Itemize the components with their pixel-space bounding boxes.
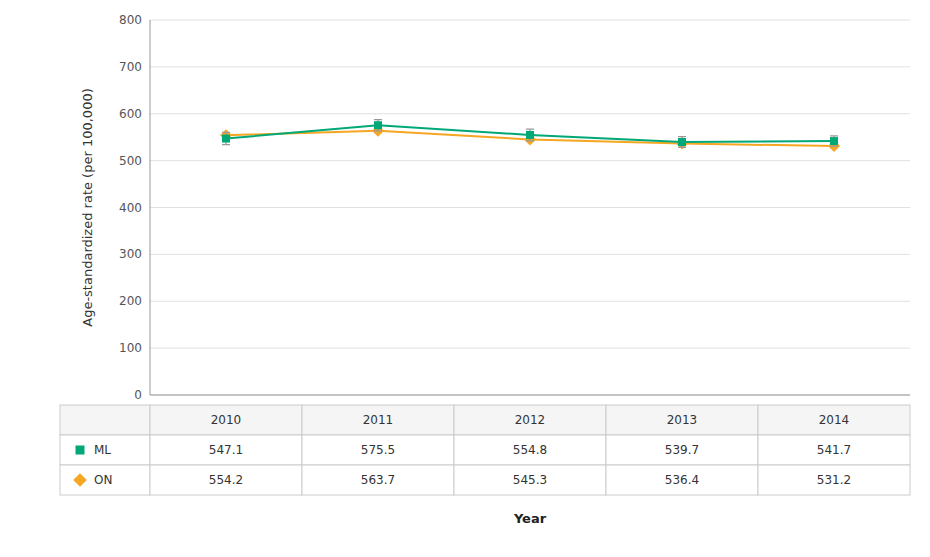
chart: 0 100 200 300 400 500 600 700 800 Age-standardize… [0, 0, 930, 557]
data-label: 531.2 [817, 473, 851, 487]
table-cell [150, 405, 302, 435]
table-cell [150, 465, 302, 495]
table-cell [60, 435, 150, 465]
error-bar [678, 137, 686, 148]
y-tick-label: 600 [119, 107, 142, 121]
table: 2010 2011 2012 2013 2014 ML 547.1 575.5 554.8 539… [60, 405, 910, 495]
y-tick-label: 100 [119, 341, 142, 355]
x-tick-label: 2014 [819, 413, 850, 427]
data-label: 563.7 [361, 473, 395, 487]
table-cell [758, 435, 910, 465]
legend-marker [76, 446, 85, 455]
table-cell [60, 465, 150, 495]
error-bar [374, 120, 382, 131]
table-cell [454, 435, 606, 465]
data-label: 554.2 [209, 473, 243, 487]
legend-label: ML [94, 443, 111, 457]
table-cell [302, 465, 454, 495]
y-axis-label: Age-standardized rate (per 100,000) [80, 88, 95, 326]
error-bar [526, 129, 534, 141]
grid-line [150, 113, 910, 114]
line [226, 125, 834, 142]
y-tick-label: 300 [119, 247, 142, 261]
legend-marker [73, 473, 87, 487]
data-label: 541.7 [817, 443, 851, 457]
point [676, 138, 688, 150]
y-tick-label: 800 [119, 13, 142, 27]
point [374, 121, 382, 129]
table-cell [454, 465, 606, 495]
y-tick-label: 700 [119, 60, 142, 74]
table-cell [606, 465, 758, 495]
table-cell [302, 435, 454, 465]
line [226, 131, 834, 146]
x-axis-label: Year [513, 511, 547, 526]
data-label: 547.1 [209, 443, 243, 457]
data-label: 536.4 [665, 473, 699, 487]
y-axis-line [150, 20, 151, 395]
legend-label: ON [94, 473, 112, 487]
y-tick-label: 400 [119, 201, 142, 215]
x-tick-label: 2010 [211, 413, 242, 427]
grid-line [150, 20, 910, 21]
y-tick-label: 500 [119, 154, 142, 168]
point [526, 131, 534, 139]
error-bar [222, 132, 230, 144]
data-label: 575.5 [361, 443, 395, 457]
grid [150, 20, 910, 395]
data-label: 539.7 [665, 443, 699, 457]
grid-line [150, 254, 910, 255]
x-tick-label: 2011 [363, 413, 394, 427]
point [678, 138, 686, 146]
y-tick-label: 200 [119, 294, 142, 308]
point [830, 137, 838, 145]
y-tick-label: 0 [134, 388, 142, 402]
x-axis-line [150, 395, 910, 396]
grid-line [150, 301, 910, 302]
grid-line [150, 66, 910, 67]
plot-area [220, 120, 840, 152]
grid-line [150, 160, 910, 161]
point [222, 135, 230, 143]
table-cell [606, 405, 758, 435]
table-cell [606, 435, 758, 465]
error-bar [830, 136, 838, 146]
data-label: 554.8 [513, 443, 547, 457]
series-0 [222, 120, 838, 148]
table-cell [454, 405, 606, 435]
table-cell [302, 405, 454, 435]
data-label: 545.3 [513, 473, 547, 487]
x-tick-label: 2013 [667, 413, 698, 427]
table-cell [150, 435, 302, 465]
table-cell [60, 405, 150, 435]
grid-line [150, 348, 910, 349]
table-cell [758, 465, 910, 495]
grid-line [150, 395, 910, 396]
grid-line [150, 207, 910, 208]
series-1 [220, 125, 840, 152]
x-tick-label: 2012 [515, 413, 546, 427]
table-cell [758, 405, 910, 435]
